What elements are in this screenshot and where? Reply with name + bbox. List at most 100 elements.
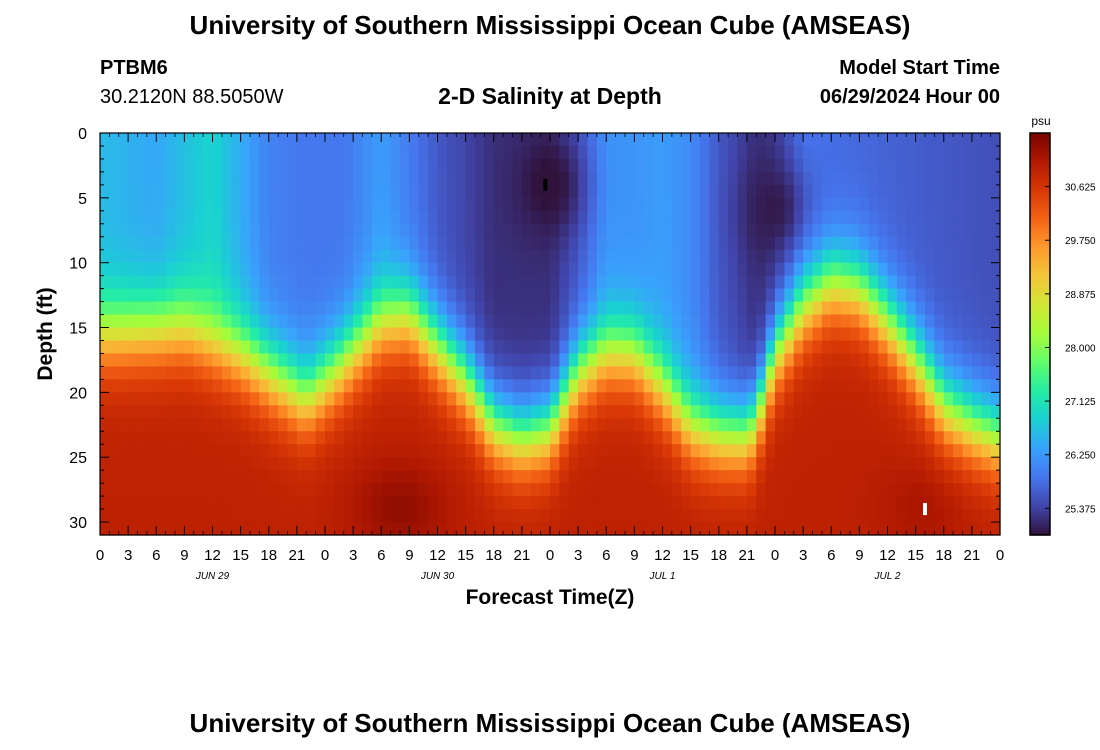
heatmap-cell (681, 171, 692, 186)
heatmap-cell (653, 262, 664, 277)
heatmap-cell (728, 392, 739, 406)
heatmap-cell (981, 470, 992, 484)
colorbar-swatch (1030, 474, 1050, 479)
heatmap-cell (887, 197, 898, 212)
heatmap-cell (156, 366, 167, 380)
heatmap-cell (137, 223, 148, 238)
heatmap-cell (175, 483, 185, 497)
heatmap-cell (315, 366, 326, 380)
heatmap-cell (709, 457, 720, 471)
heatmap-cell (175, 223, 185, 238)
heatmap-cell (681, 483, 692, 497)
heatmap-cell (681, 210, 692, 225)
heatmap-cell (353, 444, 364, 458)
heatmap-cell (821, 288, 832, 303)
heatmap-cell (484, 171, 495, 186)
heatmap-cell (821, 418, 832, 432)
heatmap-cell (953, 249, 964, 264)
heatmap-cell (259, 184, 270, 199)
heatmap-cell (821, 301, 832, 316)
heatmap-cell (896, 288, 907, 303)
heatmap-cell (540, 171, 551, 186)
heatmap-cell (268, 158, 279, 173)
heatmap-cell (371, 379, 382, 393)
heatmap-cell (446, 444, 457, 458)
heatmap-cell (184, 301, 195, 316)
heatmap-cell (831, 184, 842, 199)
heatmap-cell (971, 158, 982, 173)
colorbar-swatch (1030, 524, 1050, 529)
heatmap-cell (643, 223, 654, 238)
heatmap-cell (793, 210, 804, 225)
heatmap-cell (737, 418, 748, 432)
heatmap-cell (981, 314, 992, 329)
heatmap-cell (681, 353, 692, 368)
heatmap-cell (868, 145, 879, 160)
heatmap-cell (128, 236, 139, 251)
heatmap-cell (831, 133, 842, 147)
heatmap-cell (100, 496, 110, 510)
heatmap-cell (934, 509, 945, 523)
heatmap-cell (887, 314, 898, 329)
heatmap-cell (990, 405, 1001, 419)
heatmap-cell (165, 158, 176, 173)
heatmap-cell (606, 145, 617, 160)
heatmap-cell (334, 522, 345, 536)
heatmap-cell (212, 145, 223, 160)
heatmap-cell (803, 379, 814, 393)
heatmap-cell (240, 496, 251, 510)
heatmap-cell (287, 340, 298, 355)
heatmap-cell (925, 457, 935, 471)
heatmap-cell (962, 223, 973, 238)
heatmap-cell (456, 184, 467, 199)
heatmap-cell (353, 275, 364, 290)
heatmap-cell (512, 171, 523, 186)
heatmap-cell (596, 314, 607, 329)
heatmap-cell (446, 353, 457, 368)
heatmap-cell (896, 327, 907, 342)
heatmap-cell (390, 340, 401, 355)
colorbar-swatch (1030, 139, 1050, 144)
heatmap-cell (718, 340, 729, 355)
heatmap-cell (812, 418, 823, 432)
heatmap-cell (700, 392, 710, 406)
heatmap-cell (353, 418, 364, 432)
heatmap-cell (850, 340, 860, 355)
heatmap-cell (709, 405, 720, 419)
heatmap-cell (390, 431, 401, 445)
colorbar-swatch (1030, 236, 1050, 241)
heatmap-cell (915, 301, 926, 316)
heatmap-cell (446, 314, 457, 329)
heatmap-cell (559, 133, 570, 147)
heatmap-cell (381, 431, 392, 445)
heatmap-cell (165, 145, 176, 160)
heatmap-cell (146, 171, 157, 186)
heatmap-cell (587, 431, 598, 445)
heatmap-cell (268, 288, 279, 303)
heatmap-cell (306, 236, 317, 251)
heatmap-cell (343, 353, 354, 368)
heatmap-cell (259, 223, 270, 238)
heatmap-cell (250, 223, 260, 238)
heatmap-cell (137, 431, 148, 445)
colorbar-swatch (1030, 354, 1050, 359)
heatmap-cell (118, 197, 129, 212)
heatmap-cell (568, 470, 579, 484)
heatmap-cell (100, 184, 110, 199)
heatmap-cell (737, 392, 748, 406)
heatmap-cell (156, 210, 167, 225)
heatmap-cell (690, 470, 701, 484)
heatmap-cell (793, 470, 804, 484)
heatmap-cell (934, 184, 945, 199)
heatmap-cell (943, 496, 954, 510)
heatmap-cell (296, 353, 307, 368)
heatmap-cell (812, 314, 823, 329)
heatmap-cell (784, 197, 795, 212)
heatmap-cell (128, 353, 139, 368)
heatmap-cell (915, 457, 926, 471)
heatmap-cell (709, 223, 720, 238)
heatmap-cell (362, 327, 373, 342)
heatmap-cell (615, 496, 626, 510)
heatmap-cell (287, 197, 298, 212)
heatmap-cell (887, 158, 898, 173)
